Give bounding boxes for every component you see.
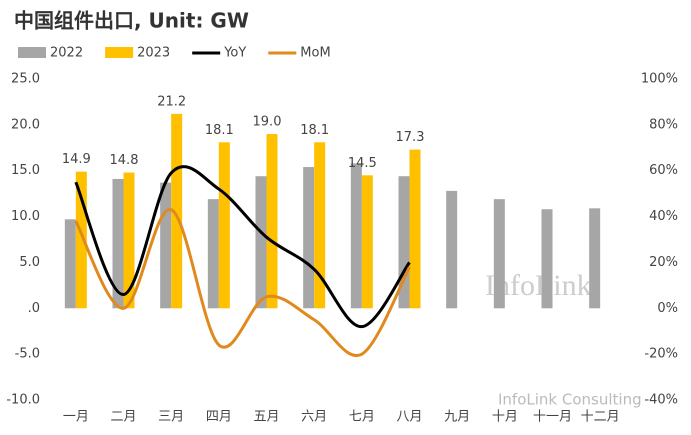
y-tick-label: 15.0 — [11, 163, 40, 178]
x-tick-label: 四月 — [206, 410, 232, 425]
bar — [314, 142, 326, 309]
y2-tick-label: 0% — [657, 301, 678, 316]
bar — [112, 178, 124, 309]
bar — [541, 209, 553, 309]
y2-tick-label: -40% — [644, 393, 678, 408]
x-tick-label: 九月 — [444, 410, 470, 425]
bar — [266, 134, 278, 309]
data-label: 14.9 — [62, 152, 91, 167]
data-label: 17.3 — [396, 130, 425, 145]
bar — [303, 167, 315, 309]
y-tick-label: 10.0 — [11, 209, 40, 224]
x-tick-label: 六月 — [301, 410, 327, 425]
data-label: 18.1 — [205, 123, 234, 138]
x-tick-label: 七月 — [349, 410, 375, 425]
line — [74, 208, 411, 358]
bar — [218, 142, 230, 309]
legend-swatch — [105, 47, 134, 58]
line — [74, 165, 411, 329]
y-tick-label: .0 — [28, 301, 40, 316]
x-tick-label: 三月 — [158, 410, 184, 425]
bar — [255, 176, 267, 309]
y-tick-label: -5.0 — [15, 347, 40, 362]
x-tick-label: 十一月 — [533, 410, 572, 425]
data-label: 14.5 — [348, 156, 377, 171]
data-label: 18.1 — [300, 123, 329, 138]
data-label: 14.8 — [110, 153, 139, 168]
bar — [493, 199, 505, 309]
y-tick-label: 20.0 — [11, 117, 40, 132]
bar — [361, 175, 373, 309]
chart-title: 中国组件出口, Unit: GW — [14, 9, 249, 33]
legend-label: MoM — [300, 46, 330, 61]
bar — [64, 219, 76, 309]
y2-tick-label: 100% — [641, 72, 678, 87]
bar — [446, 190, 458, 309]
legend-label: 2022 — [50, 46, 83, 61]
data-label: 19.0 — [253, 115, 282, 130]
y2-tick-label: 20% — [649, 255, 678, 270]
bar — [589, 208, 601, 309]
y2-tick-label: 60% — [649, 163, 678, 178]
legend-label: 2023 — [137, 46, 170, 61]
bar — [350, 163, 362, 309]
x-tick-label: 十月 — [492, 410, 518, 425]
x-tick-label: 五月 — [253, 410, 279, 425]
y-tick-label: -10.0 — [6, 393, 40, 408]
legend-swatch — [18, 47, 46, 58]
bar — [160, 182, 172, 309]
y2-tick-label: -20% — [644, 347, 678, 362]
x-tick-label: 十二月 — [581, 410, 620, 425]
data-label: 21.2 — [157, 94, 186, 109]
bar — [171, 113, 183, 309]
y-tick-label: 25.0 — [11, 72, 40, 87]
bar — [409, 149, 421, 309]
watermark: InfoLink Consulting — [498, 391, 642, 409]
bar — [207, 199, 219, 309]
y2-tick-label: 80% — [649, 117, 678, 132]
x-tick-label: 一月 — [63, 410, 89, 425]
bar — [123, 172, 135, 309]
x-tick-label: 八月 — [396, 410, 422, 425]
bar — [75, 171, 87, 309]
legend-label: YoY — [223, 46, 246, 61]
y2-tick-label: 40% — [649, 209, 678, 224]
y-tick-label: 5.0 — [19, 255, 40, 270]
bar — [398, 176, 410, 309]
x-tick-label: 二月 — [110, 410, 136, 425]
